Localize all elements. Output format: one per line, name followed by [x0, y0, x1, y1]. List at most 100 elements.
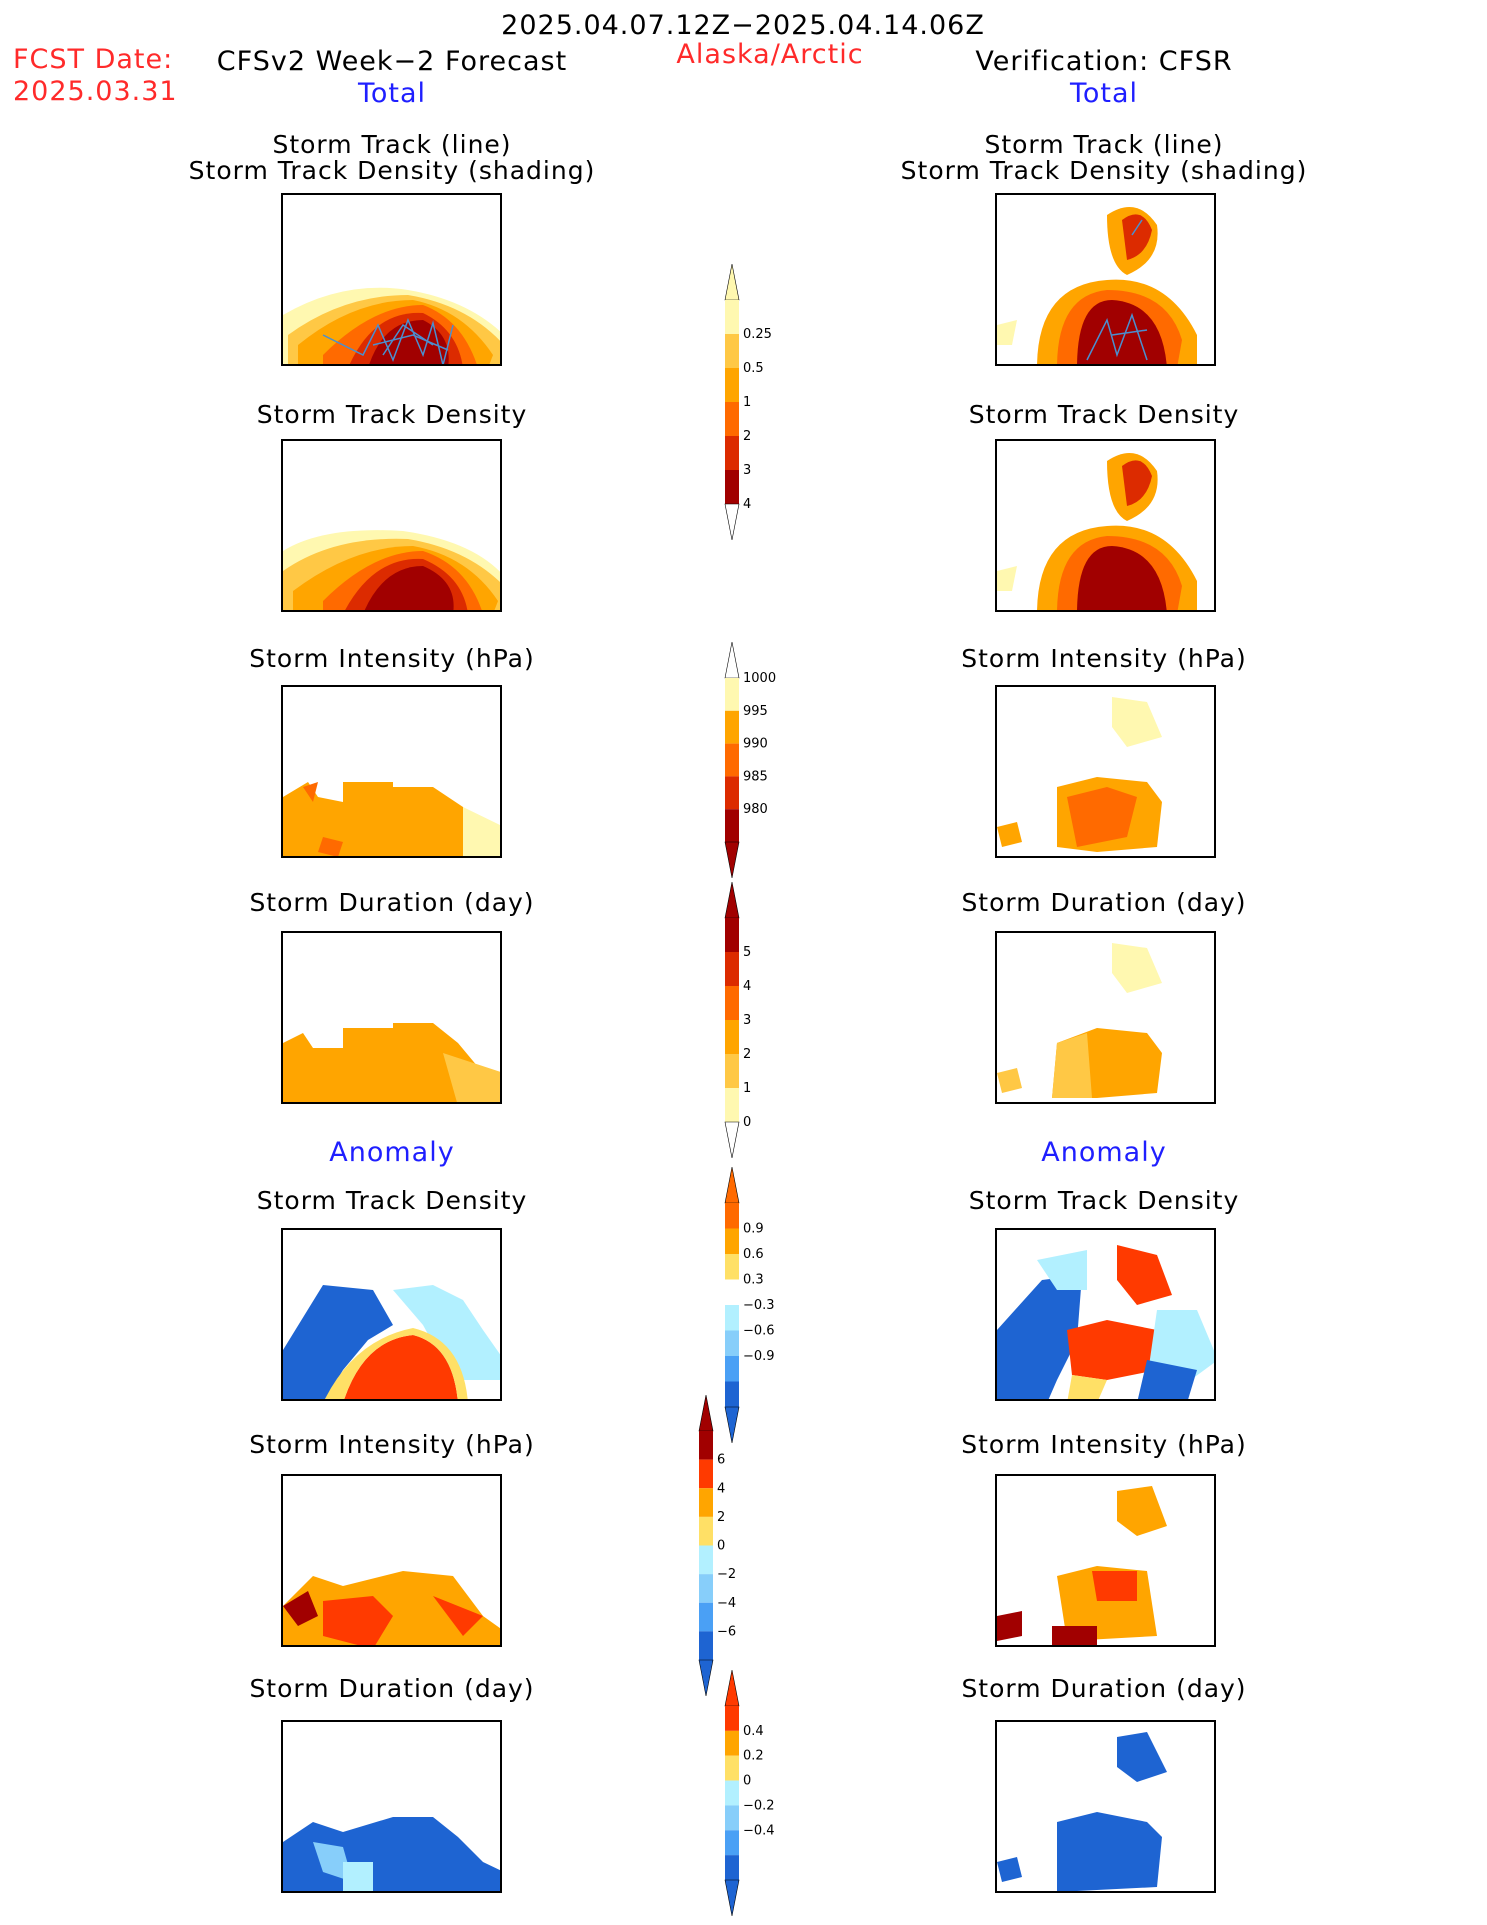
- colorbar-box: [699, 1516, 713, 1546]
- fcst-date-label: FCST Date:: [13, 44, 174, 75]
- colorbar-tick-label: 4: [717, 1481, 725, 1496]
- colorbar-top-extension: [724, 1166, 740, 1204]
- colorbar-bottom-extension: [724, 1406, 740, 1444]
- colorbar-tick-label: −0.9: [743, 1349, 775, 1364]
- map-panel-right-intensity: [995, 685, 1216, 858]
- colorbar-tick-label: −2: [717, 1567, 736, 1582]
- fcst-date-value: 2025.03.31: [13, 76, 178, 107]
- colorbar-top-extension: [724, 641, 740, 679]
- right-panel-4-title: Storm Duration (day): [961, 888, 1247, 917]
- colorbar-tick-label: 1000: [743, 671, 776, 686]
- colorbar-box: [699, 1631, 713, 1660]
- colorbar-box: [725, 1356, 739, 1382]
- colorbar-box: [725, 1805, 739, 1831]
- colorbar-tick-label: 1: [743, 1081, 751, 1096]
- colorbar-top-extension: [724, 263, 740, 301]
- colorbar-anomaly-intensity: 6 4 2 0 −2 −4 −6: [698, 1394, 736, 1697]
- right-panel-2-title: Storm Track Density: [968, 400, 1240, 429]
- left-panel-1-title-line1: Storm Track (line): [272, 130, 512, 159]
- colorbar-box: [725, 918, 739, 952]
- colorbar-box: [725, 743, 739, 777]
- colorbar-box: [725, 1381, 739, 1407]
- colorbar-box: [725, 436, 739, 470]
- colorbar-tick-label: 0.3: [743, 1273, 764, 1288]
- colorbar-box: [725, 402, 739, 436]
- map-panel-right-density: [995, 439, 1216, 612]
- left-panel-1-title-line2: Storm Track Density (shading): [188, 156, 596, 185]
- colorbar-box: [725, 368, 739, 402]
- left-panel-2-title: Storm Track Density: [256, 400, 528, 429]
- colorbar-box: [725, 1305, 739, 1331]
- colorbar-box: [725, 678, 739, 711]
- right-column-title: Verification: CFSR: [975, 46, 1233, 77]
- colorbar-tick-label: 2: [717, 1510, 725, 1525]
- map-panel-right-intensity-anomaly: [995, 1474, 1216, 1647]
- colorbar-box: [725, 470, 739, 504]
- colorbar-box: [725, 1054, 739, 1088]
- left-panel-4-title: Storm Duration (day): [249, 888, 535, 917]
- colorbar-bottom-extension: [724, 1879, 740, 1917]
- colorbar-box: [725, 1755, 739, 1781]
- colorbar-box: [725, 1203, 739, 1229]
- map-panel-right-density-anomaly: [995, 1228, 1216, 1401]
- colorbar-anomaly-density: 0.9 0.6 0.3 −0.3 −0.6 −0.9: [724, 1166, 775, 1444]
- colorbar-box: [725, 1780, 739, 1806]
- colorbar-tick-label: 990: [743, 737, 768, 752]
- colorbar-anomaly-duration: 0.4 0.2 0 −0.2 −0.4: [724, 1669, 775, 1917]
- colorbar-box: [725, 809, 739, 842]
- colorbar-bottom-extension: [724, 841, 740, 879]
- map-panel-right-duration-anomaly: [995, 1720, 1216, 1893]
- colorbar-tick-label: −6: [717, 1624, 736, 1639]
- right-panel-1-title-line1: Storm Track (line): [984, 130, 1224, 159]
- colorbar-box: [725, 1855, 739, 1880]
- colorbar-tick-label: 980: [743, 802, 768, 817]
- colorbar-total-intensity: 1000 995 990 985 980: [724, 641, 776, 879]
- left-column-title: CFSv2 Week−2 Forecast: [216, 46, 568, 77]
- colorbar-tick-label: 0: [743, 1774, 751, 1789]
- map-panel-left-density-anomaly: [281, 1228, 502, 1401]
- colorbar-box: [725, 1730, 739, 1756]
- colorbar-bottom-extension: [698, 1659, 714, 1697]
- map-panel-left-intensity-anomaly: [281, 1474, 502, 1647]
- left-panel-5-title: Storm Track Density: [256, 1186, 528, 1215]
- colorbar-box: [725, 300, 739, 334]
- colorbar-bottom-extension: [724, 503, 740, 541]
- colorbar-box: [725, 334, 739, 368]
- colorbar-top-extension: [698, 1394, 714, 1432]
- colorbar-tick-label: 4: [743, 497, 751, 512]
- colorbar-box: [699, 1459, 713, 1489]
- left-panel-3-title: Storm Intensity (hPa): [249, 644, 535, 673]
- colorbar-tick-label: −0.6: [743, 1324, 775, 1339]
- colorbar-box: [699, 1574, 713, 1603]
- colorbar-tick-label: 3: [743, 463, 751, 478]
- map-panel-left-track: [281, 193, 502, 366]
- colorbar-tick-label: 0.2: [743, 1749, 764, 1764]
- colorbar-tick-label: 6: [717, 1453, 725, 1468]
- left-anomaly-label: Anomaly: [329, 1137, 455, 1168]
- map-panel-left-density: [281, 439, 502, 612]
- colorbar-tick-label: −4: [717, 1596, 736, 1611]
- colorbar-box: [725, 1228, 739, 1254]
- map-panel-right-duration: [995, 931, 1216, 1104]
- map-panel-left-intensity: [281, 685, 502, 858]
- colorbar-tick-label: 2: [743, 1047, 751, 1062]
- colorbar-total-duration: 5 4 3 2 1 0: [724, 881, 751, 1159]
- colorbar-tick-label: 0.25: [743, 327, 772, 342]
- colorbar-box: [725, 986, 739, 1020]
- colorbar-tick-label: 0: [717, 1539, 725, 1554]
- left-total-label: Total: [357, 78, 427, 109]
- colorbar-tick-label: 995: [743, 704, 768, 719]
- colorbar-tick-label: 2: [743, 429, 751, 444]
- right-total-label: Total: [1069, 78, 1139, 109]
- colorbar-box: [725, 1830, 739, 1856]
- colorbar-bottom-extension: [724, 1121, 740, 1159]
- right-panel-6-title: Storm Intensity (hPa): [961, 1430, 1247, 1459]
- colorbar-box: [725, 1088, 739, 1122]
- colorbar-tick-label: −0.2: [743, 1798, 775, 1813]
- right-panel-7-title: Storm Duration (day): [961, 1674, 1247, 1703]
- colorbar-tick-label: 0: [743, 1115, 751, 1130]
- colorbar-tick-label: 4: [743, 979, 751, 994]
- colorbar-box: [699, 1431, 713, 1460]
- colorbar-tick-label: 3: [743, 1013, 751, 1028]
- colorbar-top-extension: [724, 881, 740, 919]
